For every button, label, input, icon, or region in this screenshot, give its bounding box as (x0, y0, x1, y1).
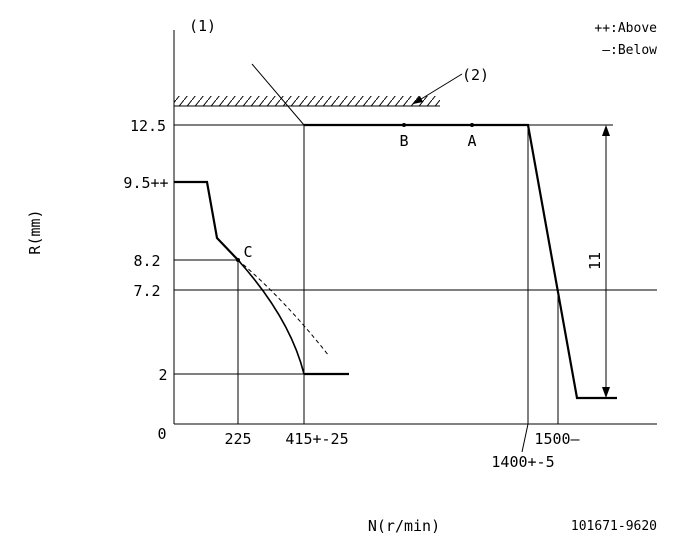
x-tick-415: 415+-25 (285, 430, 348, 448)
y-axis-title: R(mm) (26, 209, 44, 254)
leader-2-arrow (413, 96, 423, 104)
x-axis-title: N(r/min) (368, 517, 440, 535)
x-tick-1400: 1400+-5 (491, 453, 554, 471)
dashed-curve (237, 259, 330, 357)
y-tick-0: 0 (157, 425, 166, 443)
point-c-marker (236, 258, 240, 262)
dimension-label: 11 (586, 252, 604, 270)
point-b-label: B (399, 132, 408, 150)
y-tick-12-5: 12.5 (130, 117, 166, 135)
legend-below: —:Below (602, 43, 657, 58)
y-tick-2: 2 (158, 366, 167, 384)
leader-1400 (521, 423, 529, 453)
point-a-marker (470, 123, 474, 127)
x-tick-225: 225 (224, 430, 251, 448)
y-tick-9-5: 9.5++ (123, 174, 168, 192)
upper-diagonal-curve (251, 63, 305, 126)
doc-id: 101671-9620 (571, 519, 657, 534)
y-tick-8-2: 8.2 (133, 252, 160, 270)
figure-ref-2: (2) (462, 66, 489, 84)
legend-above: ++:Above (594, 21, 657, 36)
dimension-arrow-bottom (602, 387, 610, 398)
point-c-label: C (243, 243, 252, 261)
idle-curve-upper (174, 180, 239, 261)
point-b-marker (402, 123, 406, 127)
y-tick-7-2: 7.2 (133, 282, 160, 300)
stop-hatch (174, 96, 440, 106)
dimension-arrow-top (602, 125, 610, 136)
idle-curve-lower (237, 259, 305, 375)
full-load-curve (304, 123, 617, 400)
figure-ref-1: (1) (189, 17, 216, 35)
point-a-label: A (467, 132, 476, 150)
x-tick-1500: 1500— (534, 430, 580, 448)
